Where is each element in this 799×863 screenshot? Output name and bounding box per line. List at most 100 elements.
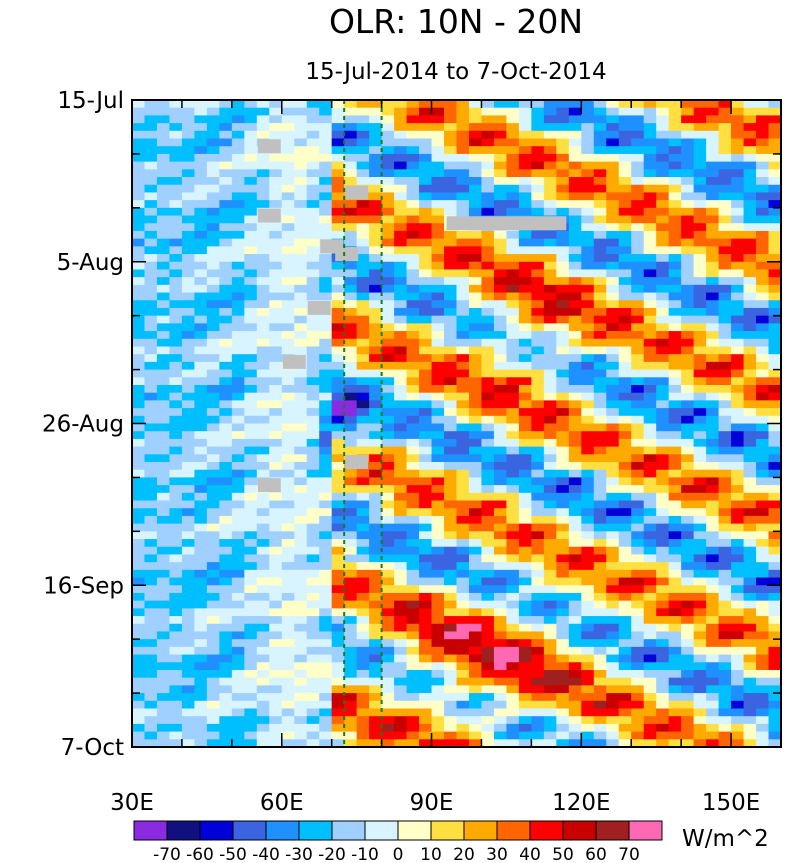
- heat-cell: [406, 600, 420, 609]
- heat-cell: [219, 492, 233, 502]
- heat-cell: [531, 562, 545, 571]
- heat-cell: [756, 500, 770, 509]
- colorbar-swatch: [562, 820, 597, 841]
- heat-cell: [706, 693, 720, 702]
- heat-cell: [369, 184, 383, 194]
- heat-cell: [344, 215, 358, 224]
- heat-cell: [394, 323, 408, 332]
- heat-cell: [593, 107, 607, 116]
- heat-cell: [718, 708, 732, 717]
- heat-cell: [444, 177, 458, 186]
- heat-cell: [444, 323, 458, 332]
- heat-cell: [431, 269, 445, 278]
- heat-cell: [269, 693, 283, 702]
- heat-cell: [156, 230, 171, 240]
- heat-cell: [581, 431, 595, 440]
- heat-cell: [219, 685, 233, 694]
- heat-cell: [356, 346, 370, 355]
- heat-cell: [381, 346, 395, 355]
- heat-cell: [394, 277, 408, 286]
- heat-cell: [606, 646, 620, 656]
- heat-cell: [406, 662, 420, 671]
- heat-cell: [194, 177, 208, 186]
- heat-cell: [581, 315, 595, 324]
- heat-cell: [319, 408, 333, 417]
- heat-cell: [543, 177, 557, 186]
- heat-cell: [618, 408, 632, 417]
- heat-cell: [606, 100, 620, 109]
- heat-cell: [631, 261, 645, 271]
- heat-cell: [543, 400, 557, 409]
- heat-cell: [244, 169, 258, 178]
- heat-cell: [468, 207, 483, 217]
- heat-cell: [606, 562, 620, 571]
- heat-cell: [706, 254, 720, 263]
- heat-cell: [681, 207, 695, 217]
- heat-cell: [743, 230, 757, 240]
- heat-cell: [381, 585, 395, 594]
- heat-cell: [156, 438, 171, 448]
- heat-cell: [281, 284, 295, 294]
- heat-cell: [656, 485, 670, 494]
- heat-cell: [756, 546, 770, 556]
- heat-cell: [144, 292, 158, 301]
- heat-cell: [706, 354, 720, 363]
- heat-cell: [394, 261, 408, 271]
- heat-cell: [681, 369, 695, 378]
- heat-cell: [206, 246, 220, 255]
- heat-cell: [643, 477, 657, 486]
- heat-cell: [406, 246, 420, 255]
- heat-cell: [593, 392, 607, 401]
- heat-cell: [581, 523, 595, 532]
- heat-cell: [581, 215, 595, 224]
- heat-cell: [706, 554, 720, 563]
- heat-cell: [668, 592, 682, 602]
- heat-cell: [319, 323, 333, 332]
- heat-cell: [718, 146, 732, 155]
- heat-cell: [156, 153, 171, 163]
- heat-cell: [319, 230, 333, 240]
- heat-cell: [169, 431, 183, 440]
- missing-patch: [446, 216, 567, 231]
- heat-cell: [531, 238, 545, 247]
- heat-cell: [381, 377, 395, 386]
- heat-cell: [568, 392, 582, 401]
- heat-cell: [656, 693, 670, 702]
- heat-cell: [444, 716, 458, 725]
- heat-cell: [531, 708, 545, 717]
- heat-cell: [756, 392, 770, 401]
- heat-cell: [593, 146, 607, 155]
- heat-cell: [618, 161, 632, 170]
- heat-cell: [256, 608, 270, 617]
- heat-cell: [156, 477, 171, 486]
- heat-cell: [269, 184, 283, 194]
- heat-cell: [493, 708, 508, 717]
- heat-cell: [444, 192, 458, 201]
- heat-cell: [194, 700, 208, 710]
- heat-cell: [431, 477, 445, 486]
- heat-cell: [219, 377, 233, 386]
- heat-cell: [406, 415, 420, 425]
- heat-cell: [506, 146, 520, 155]
- heat-cell: [743, 277, 757, 286]
- heat-cell: [668, 539, 682, 548]
- heat-cell: [618, 415, 632, 425]
- heat-cell: [643, 246, 657, 255]
- heat-cell: [506, 300, 520, 309]
- heat-cell: [331, 654, 345, 663]
- heat-cell: [456, 577, 470, 586]
- heat-cell: [381, 523, 395, 532]
- heat-cell: [194, 454, 208, 463]
- heat-cell: [356, 531, 370, 540]
- heat-cell: [331, 115, 345, 124]
- heat-cell: [419, 300, 433, 309]
- heat-cell: [518, 454, 532, 463]
- heat-cell: [731, 177, 745, 186]
- heat-cell: [419, 169, 433, 178]
- heat-cell: [518, 438, 532, 448]
- heat-cell: [444, 100, 458, 109]
- heat-cell: [656, 230, 670, 240]
- heat-cell: [369, 585, 383, 594]
- heat-cell: [219, 662, 233, 671]
